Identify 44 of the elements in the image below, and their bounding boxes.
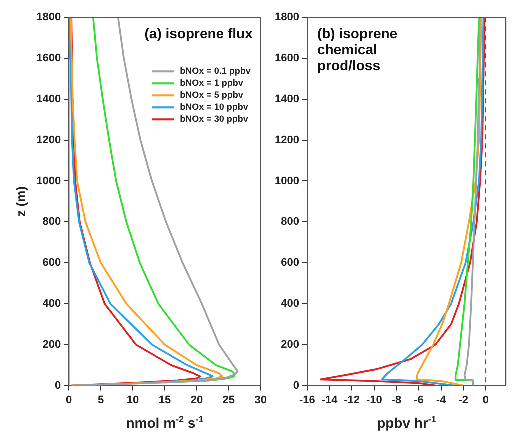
x-tick-label: 0 (66, 394, 72, 406)
x-tick-label: -6 (414, 394, 424, 406)
x-tick-label: -14 (322, 394, 339, 406)
y-tick-label: 1800 (36, 12, 62, 24)
y-tick-label: 0 (54, 380, 62, 392)
x-tick-label: -16 (300, 394, 316, 406)
y-tick-label: 400 (42, 298, 62, 310)
y-tick-label: 200 (281, 338, 300, 351)
x-tick-label: 30 (254, 394, 268, 406)
y-axis-title: z (m) (13, 186, 28, 217)
y-tick-label: 1800 (274, 12, 300, 24)
y-tick-label: 600 (42, 257, 62, 270)
legend-label: bNOx = 5 ppbv (180, 90, 244, 100)
x-tick-label: -10 (366, 394, 382, 406)
y-tick-label: 200 (42, 338, 62, 351)
x-tick-label: 25 (222, 394, 236, 406)
y-tick-label: 1200 (36, 134, 62, 146)
x-tick-label: 10 (126, 394, 140, 406)
x-tick-label: -12 (344, 394, 360, 406)
x-tick-label: -2 (458, 394, 469, 406)
y-tick-label: 400 (281, 298, 300, 310)
x-tick-label: 5 (98, 394, 104, 406)
y-tick-label: 1600 (36, 52, 62, 65)
y-tick-label: 1000 (36, 175, 62, 188)
text: (a) isoprene flux (144, 25, 254, 42)
y-tick-label: 0 (293, 380, 300, 392)
legend-label: bNOx = 0.1 ppbv (180, 66, 251, 76)
y-tick-label: 1400 (274, 93, 300, 106)
y-tick-label: 1200 (274, 134, 300, 146)
y-tick-label: 600 (281, 257, 300, 270)
x-tick-label: 20 (190, 394, 204, 406)
x-tick-label: 15 (158, 394, 172, 406)
legend-label: bNOx = 1 ppbv (180, 78, 244, 88)
legend-label: bNOx = 30 ppbv (180, 114, 248, 124)
y-tick-label: 1600 (274, 52, 300, 65)
legend-label: bNOx = 10 ppbv (180, 102, 248, 112)
y-tick-label: 1000 (274, 175, 300, 188)
text: (b) isoprene chemical prod/loss (317, 25, 398, 74)
x-tick-label: -4 (436, 394, 448, 406)
x-tick-label: -8 (392, 394, 402, 406)
y-tick-label: 800 (281, 216, 300, 228)
x-tick-label: 0 (482, 394, 489, 406)
y-tick-label: 1400 (36, 93, 62, 106)
y-tick-label: 800 (42, 216, 62, 228)
